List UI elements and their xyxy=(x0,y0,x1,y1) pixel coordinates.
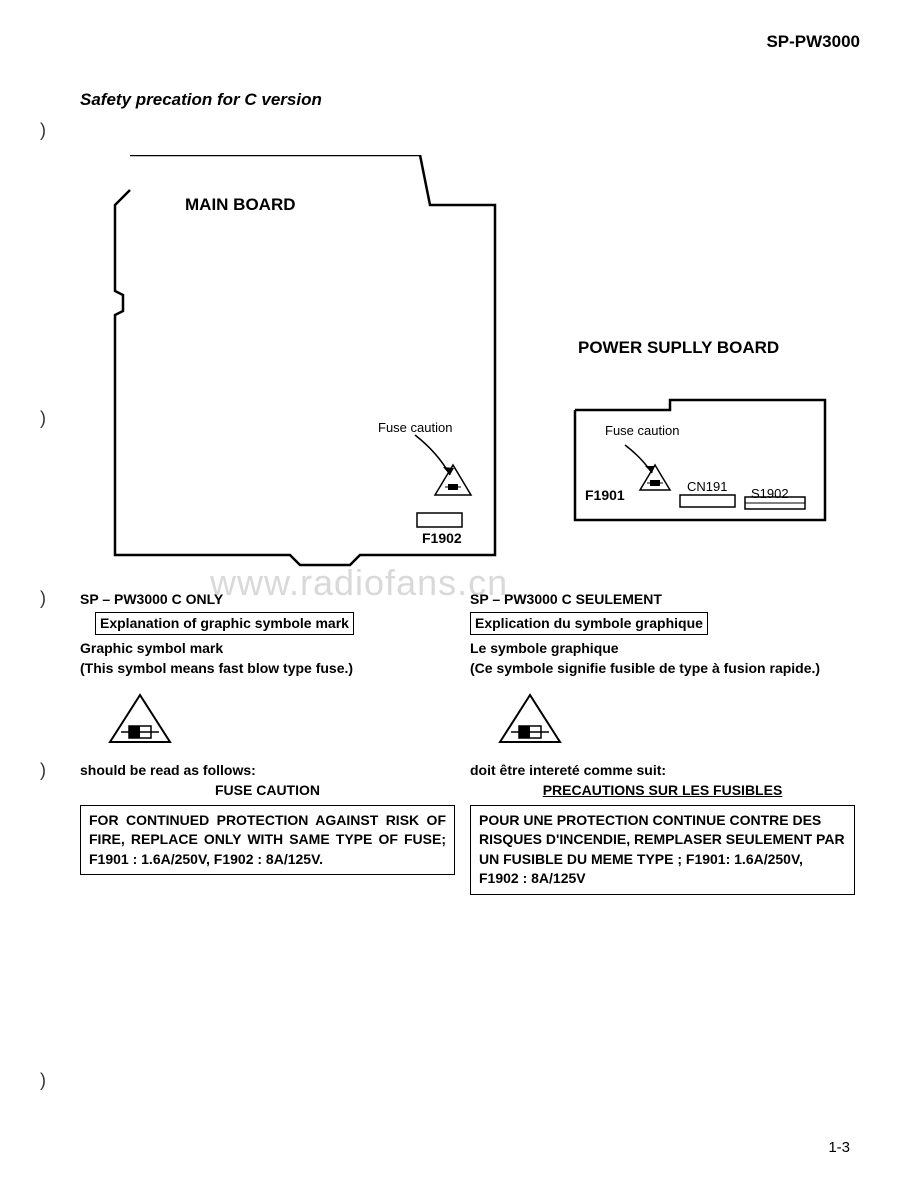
precautions-box: POUR UNE PROTECTION CONTINUE CONTRE DES … xyxy=(470,805,855,895)
graphic-symbol-line: Graphic symbol mark xyxy=(80,639,455,659)
fuse-caution-label: Fuse caution xyxy=(605,423,679,438)
explanation-box: Explanation of graphic symbole mark xyxy=(95,612,354,636)
model-number: SP-PW3000 xyxy=(766,32,860,52)
paren-mark: ) xyxy=(40,760,46,781)
read-as-follows: should be read as follows: xyxy=(80,761,455,781)
doit-etre-line: doit être intereté comme suit: xyxy=(470,761,855,781)
sp-c-seulement: SP – PW3000 C SEULEMENT xyxy=(470,590,855,610)
fuse-symbol-icon xyxy=(495,692,565,747)
symbole-graphique-line: Le symbole graphique xyxy=(470,639,855,659)
paren-mark: ) xyxy=(40,588,46,609)
power-board-label: POWER SUPLLY BOARD xyxy=(578,338,779,358)
french-column: SP – PW3000 C SEULEMENT Explication du s… xyxy=(470,590,855,895)
symbole-meaning-line: (Ce symbole signifie fusible de type à f… xyxy=(470,659,855,679)
fuse-caution-box: FOR CONTINUED PROTECTION AGAINST RISK OF… xyxy=(80,805,455,876)
f1902-label: F1902 xyxy=(422,530,462,546)
cn191-label: CN191 xyxy=(687,479,727,494)
fuse-symbol-icon xyxy=(105,692,175,747)
paren-mark: ) xyxy=(40,408,46,429)
page-number: 1-3 xyxy=(828,1139,850,1156)
paren-mark: ) xyxy=(40,1070,46,1091)
symbol-meaning-line: (This symbol means fast blow type fuse.) xyxy=(80,659,455,679)
f1901-label: F1901 xyxy=(585,487,625,503)
fuse-caution-title: FUSE CAUTION xyxy=(80,781,455,801)
main-board-diagram xyxy=(105,155,505,575)
main-board-label: MAIN BOARD xyxy=(185,195,296,215)
section-title: Safety precation for C version xyxy=(80,90,322,110)
explication-box: Explication du symbole graphique xyxy=(470,612,708,636)
sp-c-only: SP – PW3000 C ONLY xyxy=(80,590,455,610)
precautions-title: PRECAUTIONS SUR LES FUSIBLES xyxy=(470,781,855,801)
s1902-label: S1902 xyxy=(751,486,789,501)
page: SP-PW3000 Safety precation for C version… xyxy=(0,0,920,1191)
power-board-diagram xyxy=(570,395,850,530)
fuse-caution-label: Fuse caution xyxy=(378,420,452,435)
paren-mark: ) xyxy=(40,120,46,141)
english-column: SP – PW3000 C ONLY Explanation of graphi… xyxy=(80,590,455,875)
